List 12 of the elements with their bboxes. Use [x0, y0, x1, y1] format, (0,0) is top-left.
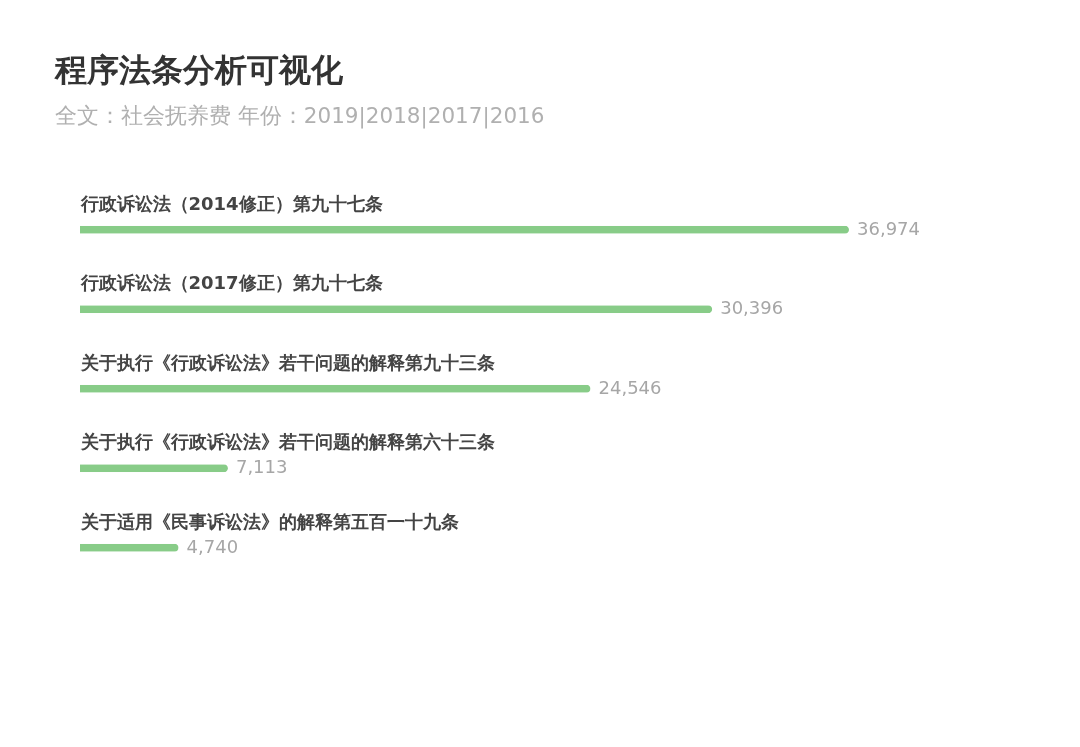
y-tick-label: 行政诉讼法（2017修正）第九十七条 [79, 272, 383, 294]
data-label: 24,546 [598, 376, 662, 398]
data-label: 36,974 [857, 217, 920, 239]
y-tick-label: 行政诉讼法（2014修正）第九十七条 [79, 192, 383, 214]
data-label: 4,740 [186, 535, 239, 557]
chart-title: 程序法条分析可视化 [54, 50, 344, 89]
data-label: 7,113 [235, 456, 288, 478]
data-label: 30,396 [720, 297, 784, 319]
y-tick-label: 关于执行《行政诉讼法》若干问题的解释第六十三条 [79, 431, 495, 453]
y-tick-label: 关于适用《民事诉讼法》的解释第五百一十九条 [79, 510, 459, 532]
y-tick-label: 关于执行《行政诉讼法》若干问题的解释第九十三条 [79, 351, 495, 373]
chart-subtitle: 全文：社会抚养费 年份：2019|2018|2017|2016 [55, 102, 545, 129]
